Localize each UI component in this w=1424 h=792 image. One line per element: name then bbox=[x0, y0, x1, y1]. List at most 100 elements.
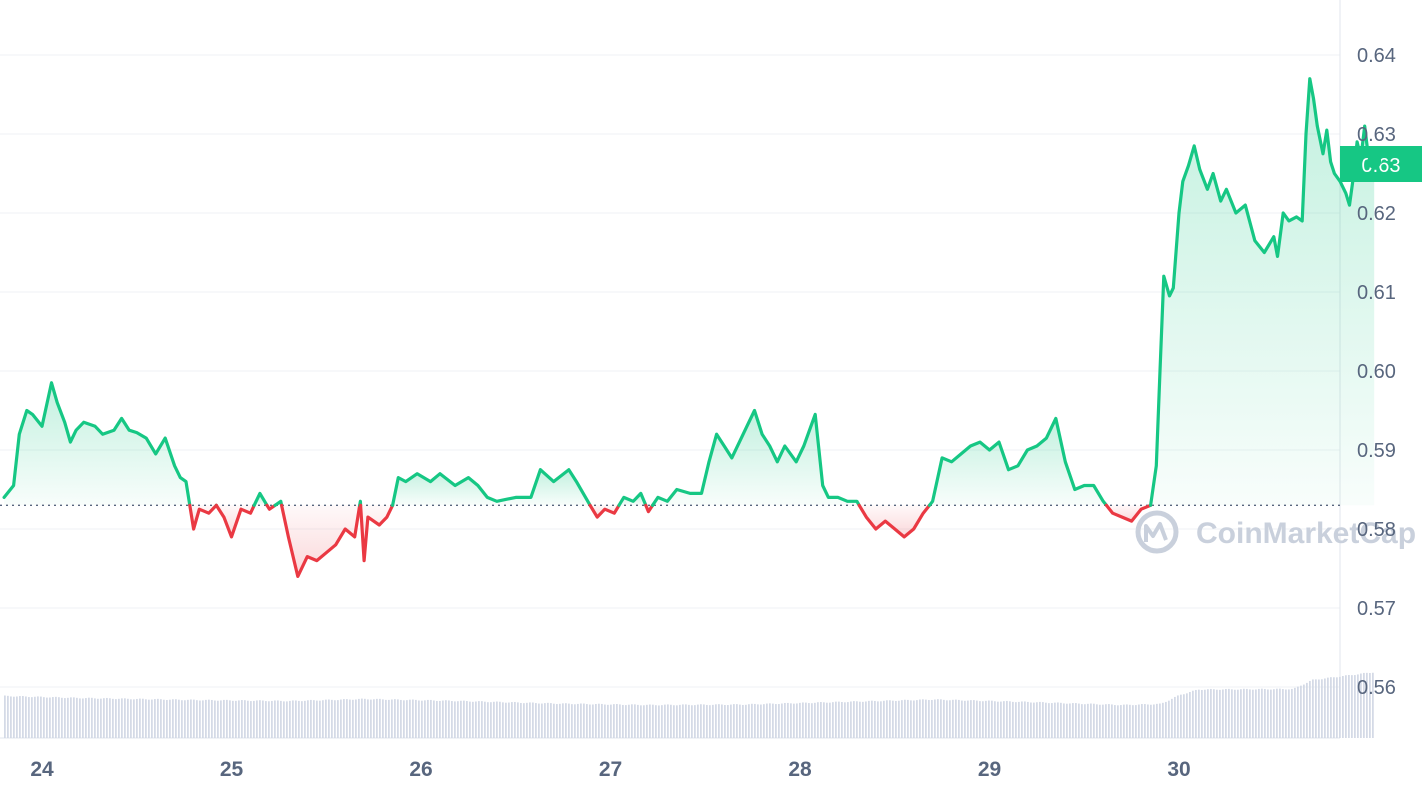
volume-bar bbox=[799, 702, 801, 738]
volume-bar bbox=[559, 703, 561, 738]
volume-bar bbox=[880, 701, 882, 738]
volume-bar bbox=[37, 696, 39, 738]
volume-bar bbox=[1369, 672, 1371, 738]
volume-bar bbox=[595, 704, 597, 738]
price-line-up bbox=[651, 408, 861, 507]
x-tick-label: 29 bbox=[978, 758, 1001, 781]
volume-bar bbox=[1198, 689, 1200, 738]
volume-bar bbox=[364, 698, 366, 738]
volume-bar bbox=[391, 699, 393, 738]
volume-bar bbox=[931, 699, 933, 738]
volume-bar bbox=[517, 702, 519, 738]
volume-bar bbox=[277, 700, 279, 738]
volume-bar bbox=[1054, 702, 1056, 738]
volume-bar bbox=[472, 701, 474, 738]
volume-bar bbox=[58, 697, 60, 738]
volume-bar bbox=[91, 697, 93, 738]
volume-bar bbox=[550, 703, 552, 738]
volume-bar bbox=[316, 700, 318, 738]
volume-bar bbox=[148, 699, 150, 738]
volume-bar bbox=[826, 702, 828, 738]
volume-bar bbox=[934, 699, 936, 738]
volume-bar bbox=[106, 697, 108, 738]
volume-bar bbox=[802, 702, 804, 738]
volume-bar bbox=[778, 704, 780, 738]
volume-bar bbox=[1204, 689, 1206, 738]
volume-bar bbox=[739, 704, 741, 738]
volume-bar bbox=[55, 696, 57, 738]
volume-bar bbox=[532, 702, 534, 738]
volume-bar bbox=[1201, 689, 1203, 738]
price-line-down bbox=[588, 503, 621, 519]
volume-bar bbox=[421, 700, 423, 738]
y-tick-label: 0.57 bbox=[1357, 598, 1396, 620]
volume-bar bbox=[907, 699, 909, 738]
volume-bar bbox=[1168, 700, 1170, 738]
volume-bar bbox=[676, 705, 678, 738]
volume-bar bbox=[1246, 688, 1248, 738]
volume-bar bbox=[1318, 679, 1320, 738]
area-above-baseline bbox=[4, 382, 190, 506]
volume-bar bbox=[499, 701, 501, 738]
volume-bar bbox=[610, 704, 612, 738]
volume-bar bbox=[703, 704, 705, 738]
volume-bar bbox=[1111, 704, 1113, 738]
volume-bar bbox=[1360, 673, 1362, 738]
volume-bar bbox=[1183, 694, 1185, 738]
volume-bar bbox=[733, 704, 735, 738]
volume-bar bbox=[52, 697, 54, 738]
volume-bar bbox=[1156, 703, 1158, 738]
volume-bar bbox=[1012, 701, 1014, 738]
volume-bar bbox=[1279, 688, 1281, 738]
volume-bar bbox=[985, 700, 987, 738]
volume-bar bbox=[289, 700, 291, 738]
volume-bar bbox=[1048, 703, 1050, 738]
volume-bar bbox=[367, 699, 369, 738]
volume-bar bbox=[877, 701, 879, 738]
y-tick-label: 0.63 bbox=[1357, 124, 1396, 146]
volume-bar bbox=[1135, 705, 1137, 738]
volume-bar bbox=[1249, 689, 1251, 738]
volume-bar bbox=[946, 700, 948, 738]
volume-bar bbox=[1003, 701, 1005, 738]
volume-bar bbox=[268, 701, 270, 738]
volume-bar bbox=[199, 700, 201, 738]
volume-bar bbox=[988, 700, 990, 738]
volume-bar bbox=[127, 698, 129, 738]
price-line-up bbox=[617, 491, 648, 507]
volume-bar bbox=[1174, 696, 1176, 738]
volume-bar bbox=[484, 701, 486, 738]
volume-bar bbox=[418, 700, 420, 738]
volume-bar bbox=[508, 702, 510, 738]
volume-bar bbox=[262, 700, 264, 738]
price-line-down bbox=[644, 503, 655, 514]
volume-bar bbox=[673, 705, 675, 738]
volume-bar bbox=[667, 704, 669, 738]
volume-bar bbox=[913, 700, 915, 738]
volume-bar bbox=[196, 700, 198, 738]
volume-bar bbox=[112, 698, 114, 738]
volume-bar bbox=[382, 699, 384, 738]
price-line-up bbox=[2, 381, 192, 507]
volume-bar bbox=[256, 700, 258, 738]
volume-bar bbox=[1105, 704, 1107, 738]
area-above-baseline bbox=[392, 469, 591, 506]
volume-bar bbox=[628, 704, 630, 738]
price-area bbox=[4, 78, 1375, 577]
volume-bar bbox=[982, 701, 984, 738]
area-above-baseline bbox=[929, 418, 1107, 506]
volume-bar bbox=[889, 700, 891, 738]
volume-bar bbox=[649, 704, 651, 738]
volume-bar bbox=[1207, 689, 1209, 738]
volume-bar bbox=[1348, 675, 1350, 738]
volume-bar bbox=[379, 698, 381, 738]
coinmarketcap-watermark: CoinMarketCap bbox=[1135, 510, 1416, 554]
area-above-baseline bbox=[1150, 78, 1375, 506]
volume-bar bbox=[349, 699, 351, 738]
volume-bar bbox=[1225, 688, 1227, 738]
volume-bar bbox=[952, 699, 954, 738]
volume-bar bbox=[1267, 689, 1269, 738]
volume-bar bbox=[922, 699, 924, 738]
volume-bar bbox=[1219, 689, 1221, 738]
volume-bar bbox=[10, 696, 12, 738]
